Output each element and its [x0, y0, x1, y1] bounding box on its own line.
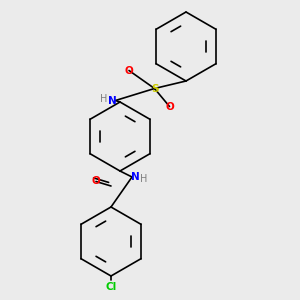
Text: O: O: [165, 101, 174, 112]
Text: O: O: [124, 65, 134, 76]
Text: N: N: [108, 95, 117, 106]
Text: N: N: [130, 172, 139, 182]
Text: S: S: [151, 83, 158, 94]
Text: H: H: [100, 94, 107, 104]
Text: Cl: Cl: [105, 282, 117, 292]
Text: H: H: [140, 173, 148, 184]
Text: O: O: [92, 176, 100, 187]
